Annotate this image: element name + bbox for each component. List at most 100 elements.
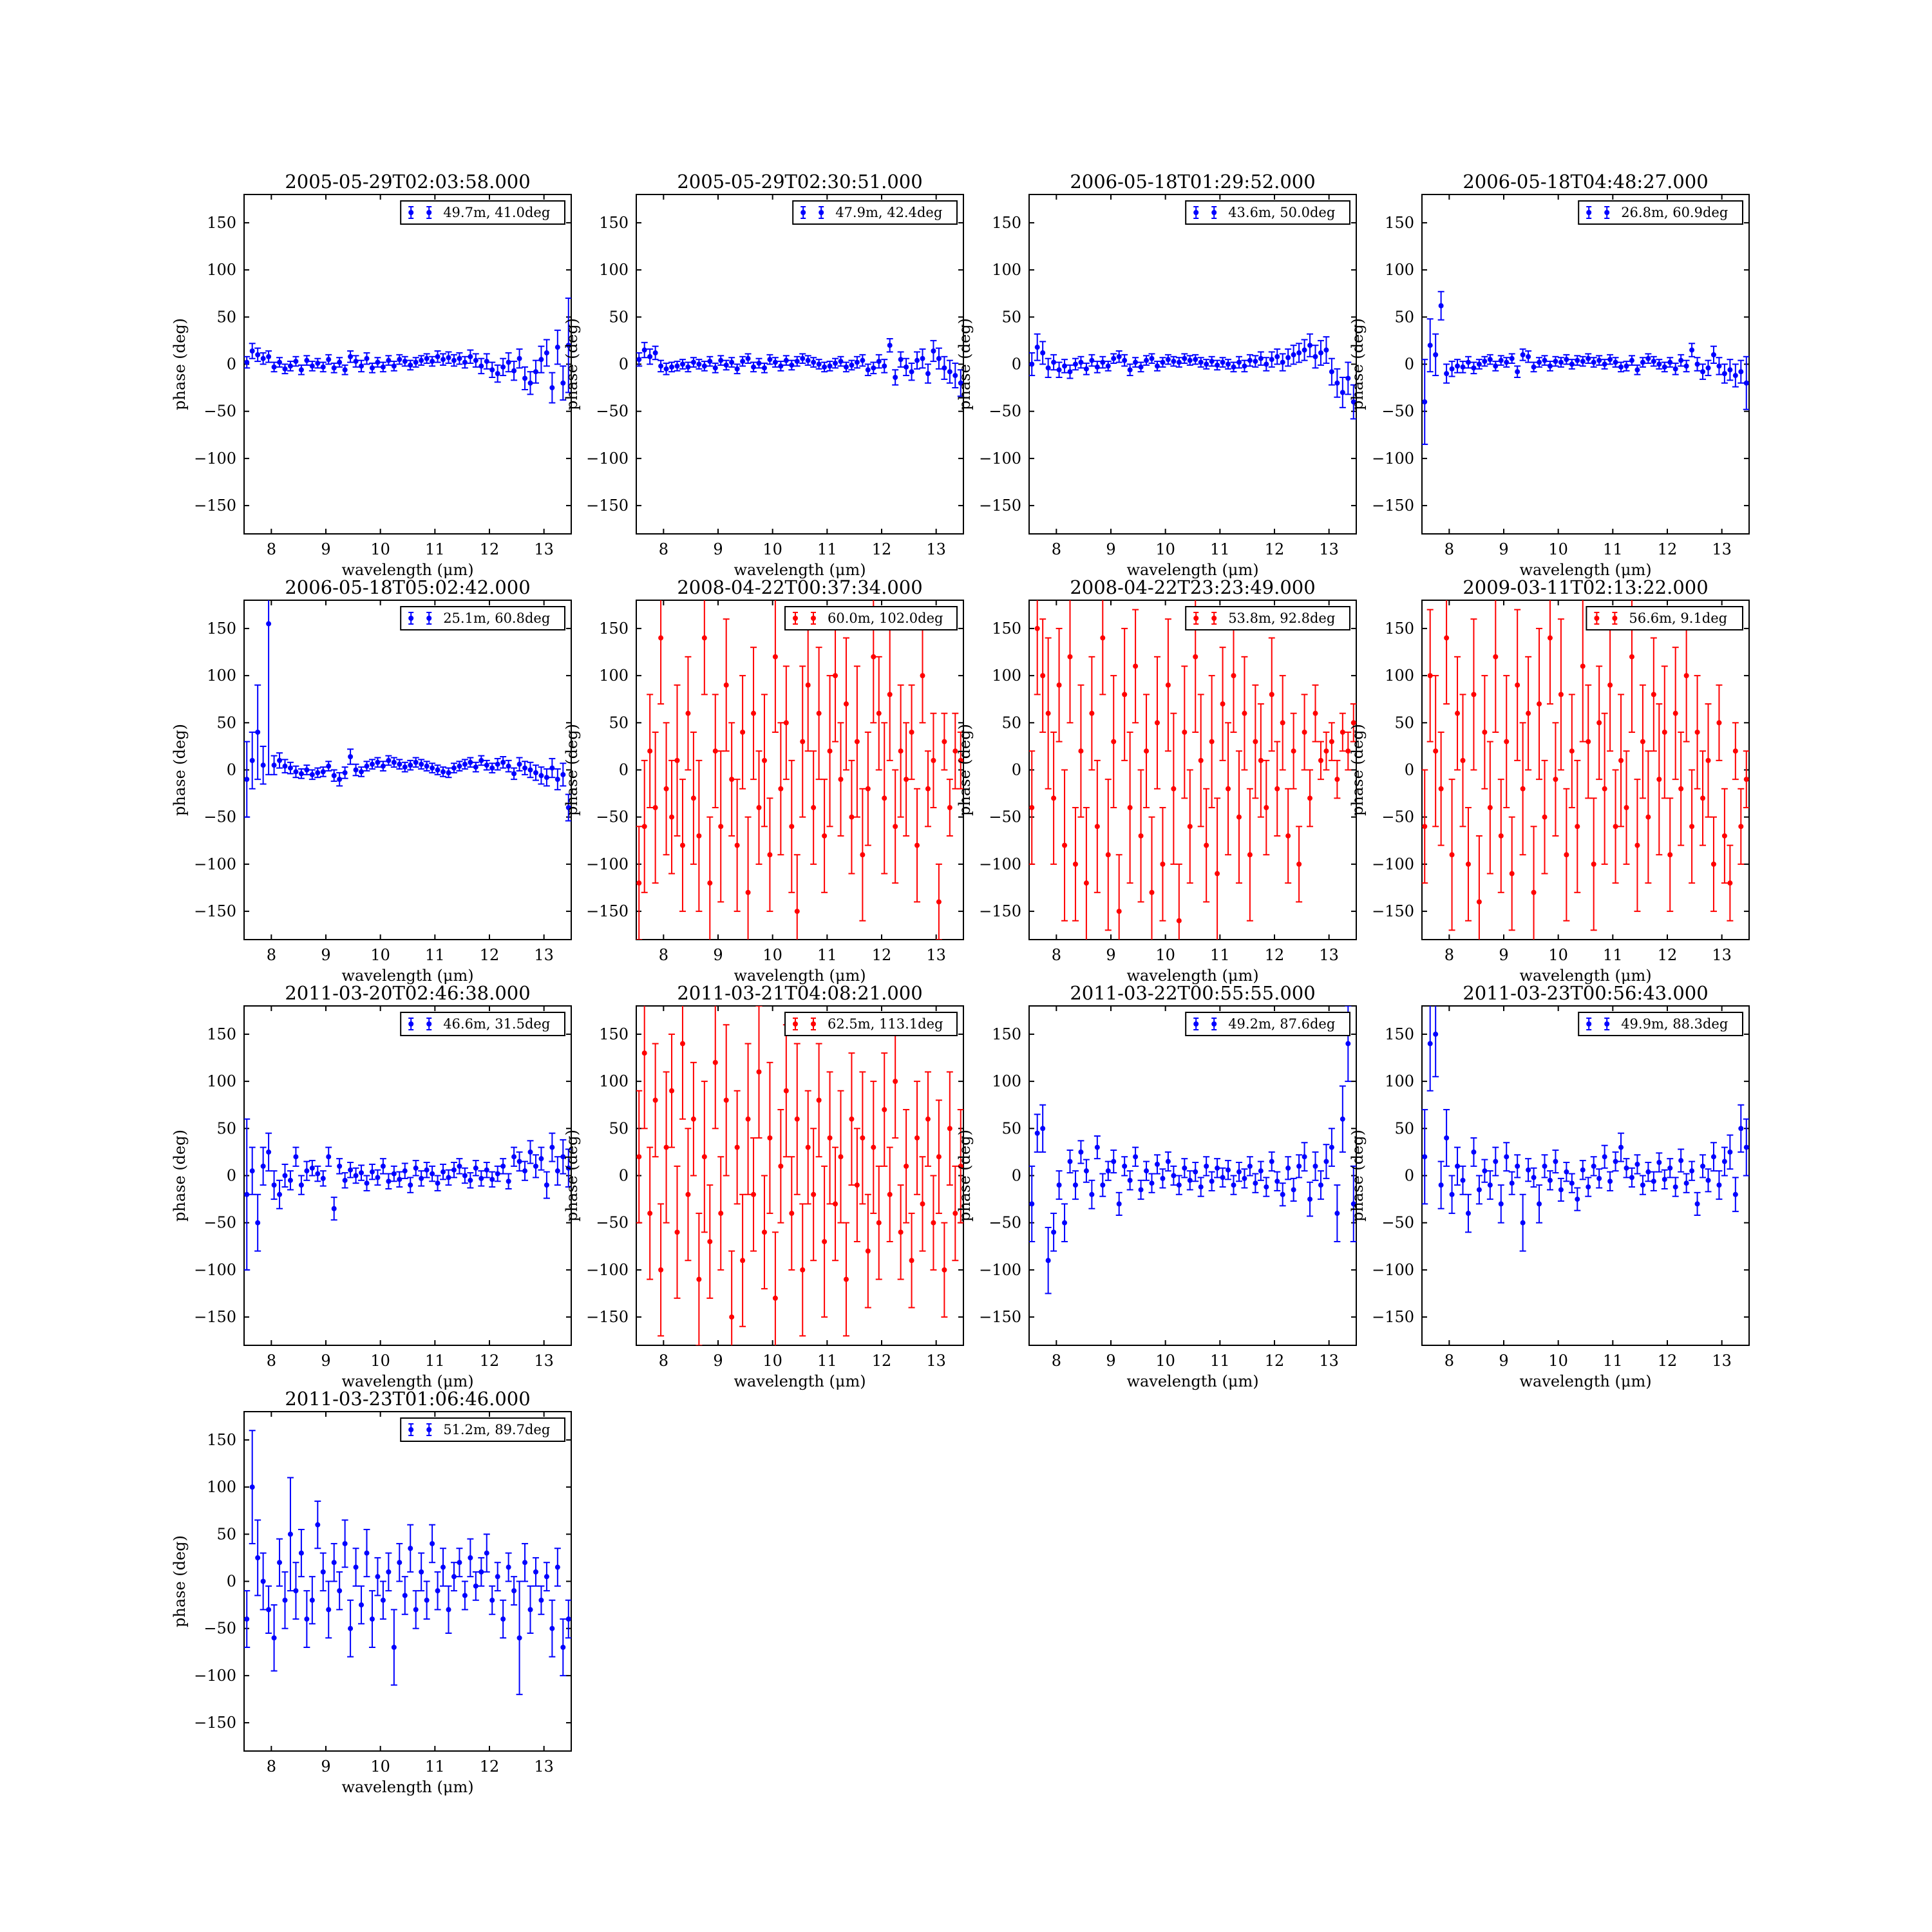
x-tick-label: 10	[370, 540, 390, 558]
x-axis-label: wavelength (μm)	[341, 1778, 473, 1796]
data-point	[942, 739, 947, 744]
y-tick-label: −50	[596, 808, 629, 826]
data-point	[249, 757, 255, 763]
data-point	[1067, 369, 1073, 375]
y-axis-label: phase (deg)	[1349, 724, 1367, 816]
data-point	[1226, 1167, 1231, 1173]
y-tick-label: 0	[227, 1573, 236, 1591]
subplot-10: 2011-03-21T04:08:21.000 8 9 10 11 12 13 −150 −10…	[563, 982, 964, 1390]
data-point	[887, 1191, 893, 1197]
data-point	[783, 720, 789, 726]
data-point	[942, 1267, 947, 1273]
data-series	[244, 1118, 571, 1271]
y-tick-label: 100	[207, 261, 236, 279]
data-point	[756, 805, 762, 811]
y-tick-label: 50	[1394, 714, 1414, 732]
y-tick-label: −100	[586, 1261, 629, 1279]
data-point	[729, 777, 735, 782]
y-tick-label: 150	[1385, 214, 1414, 232]
data-point	[679, 842, 685, 848]
data-point	[1182, 1165, 1188, 1171]
data-point	[1291, 1187, 1296, 1193]
data-point	[876, 359, 882, 365]
data-point	[506, 763, 511, 769]
data-point	[1258, 355, 1264, 361]
data-point	[1334, 380, 1340, 386]
data-point	[424, 1167, 430, 1173]
data-point	[1105, 1168, 1111, 1174]
data-point	[1531, 889, 1537, 895]
data-point	[914, 1135, 920, 1141]
data-point	[647, 354, 653, 359]
subplot-3: 2006-05-18T01:29:52.000 8 9 10 11 12 13 −150 −10…	[956, 171, 1357, 579]
data-point	[1504, 359, 1510, 365]
data-point	[701, 363, 707, 369]
data-point	[909, 369, 914, 375]
data-point	[920, 673, 925, 679]
data-point	[1433, 748, 1439, 754]
data-point	[925, 1116, 931, 1122]
data-point	[364, 355, 370, 361]
data-point	[386, 357, 392, 363]
data-point	[729, 359, 735, 365]
data-point	[1269, 1159, 1274, 1164]
data-point	[348, 754, 354, 760]
data-point	[1738, 824, 1744, 829]
data-point	[658, 635, 664, 641]
data-point	[1138, 1187, 1144, 1193]
data-point	[1710, 861, 1716, 867]
x-tick-label: 10	[762, 540, 782, 558]
legend-marker	[408, 210, 414, 215]
data-point	[696, 833, 702, 838]
subplot-1: 2005-05-29T02:03:58.000 8 9 10 11 12 13 −150 −10…	[171, 171, 572, 579]
subplot-8: 2009-03-11T02:13:22.000 8 9 10 11 12 13 −150 −10…	[1349, 576, 1750, 985]
data-point	[822, 1238, 828, 1244]
y-tick-label: −150	[1372, 902, 1414, 920]
data-point	[936, 899, 942, 905]
data-point	[685, 364, 691, 370]
plot-title: 2008-04-22T23:23:49.000	[1070, 576, 1315, 598]
x-tick-label: 8	[1052, 540, 1061, 558]
legend: 53.8m, 92.8deg	[1185, 606, 1350, 630]
data-point	[1575, 1197, 1580, 1202]
data-point	[1226, 786, 1231, 791]
data-point	[511, 771, 517, 777]
data-point	[811, 805, 817, 811]
x-axis-label: wavelength (μm)	[341, 1372, 473, 1390]
data-point	[1089, 1191, 1095, 1197]
y-tick-label: 0	[1012, 1167, 1021, 1185]
data-point	[789, 362, 795, 368]
data-point	[1051, 1229, 1057, 1235]
data-point	[811, 359, 817, 365]
data-point	[701, 635, 707, 641]
data-point	[827, 748, 833, 754]
y-tick-label: 100	[1385, 667, 1414, 685]
data-point	[1334, 1211, 1340, 1217]
y-tick-label: −100	[979, 1261, 1021, 1279]
x-tick-label: 8	[659, 540, 668, 558]
data-point	[860, 357, 866, 363]
data-point	[342, 1540, 348, 1546]
y-axis-label: phase (deg)	[171, 1535, 189, 1627]
x-tick-label: 13	[534, 1352, 554, 1370]
data-point	[952, 748, 958, 754]
y-tick-label: −150	[979, 497, 1021, 515]
data-point	[1253, 1180, 1258, 1186]
data-point	[1307, 1197, 1313, 1202]
data-point	[685, 1191, 691, 1197]
subplot-13: 2011-03-23T01:06:46.000 8 9 10 11 12 13 −150 −10…	[171, 1388, 572, 1796]
data-point	[674, 363, 680, 369]
y-tick-label: 0	[227, 1167, 236, 1185]
data-point	[266, 1149, 272, 1155]
data-point	[255, 1220, 261, 1226]
y-axis-label: phase (deg)	[956, 1130, 974, 1222]
data-point	[1618, 364, 1624, 370]
data-point	[549, 1144, 555, 1150]
data-point	[495, 371, 500, 377]
data-point	[696, 361, 702, 367]
data-point	[331, 365, 337, 371]
legend-marker	[426, 210, 432, 215]
data-point	[1689, 1168, 1695, 1174]
y-tick-label: 150	[599, 620, 629, 638]
data-point	[1051, 359, 1057, 365]
